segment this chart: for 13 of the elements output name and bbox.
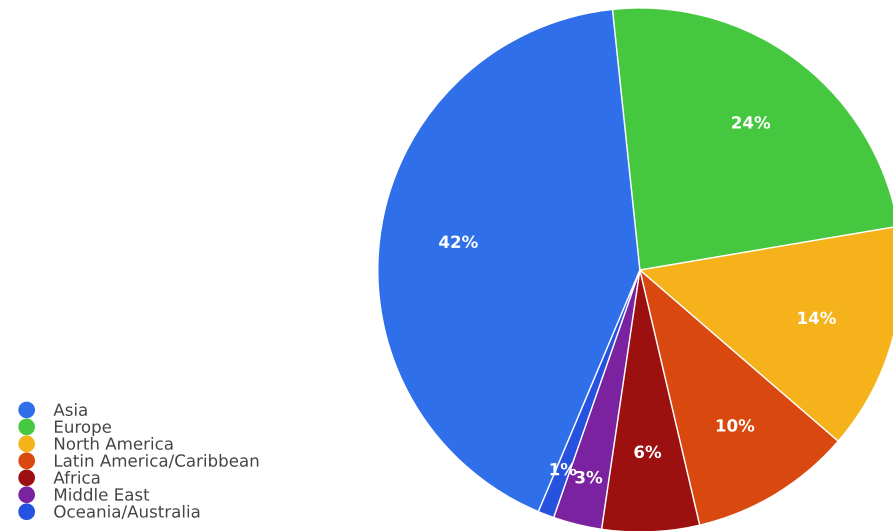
legend-label: Middle East	[54, 488, 150, 501]
legend-label: North America	[54, 437, 172, 450]
legend-label: Oceania/Australia	[54, 504, 200, 520]
data-label: 42%	[439, 235, 478, 248]
legend-label: Europe	[54, 420, 112, 436]
legend-label: Latin America/Caribbean	[54, 454, 258, 468]
data-label: 14%	[798, 312, 836, 324]
data-label: 3%	[576, 470, 602, 484]
data-label: 6%	[634, 446, 662, 458]
legend-label: Asia	[53, 403, 87, 416]
data-label: 24%	[732, 116, 770, 129]
data-label: 10%	[716, 419, 754, 432]
legend-label: Africa	[53, 470, 100, 484]
